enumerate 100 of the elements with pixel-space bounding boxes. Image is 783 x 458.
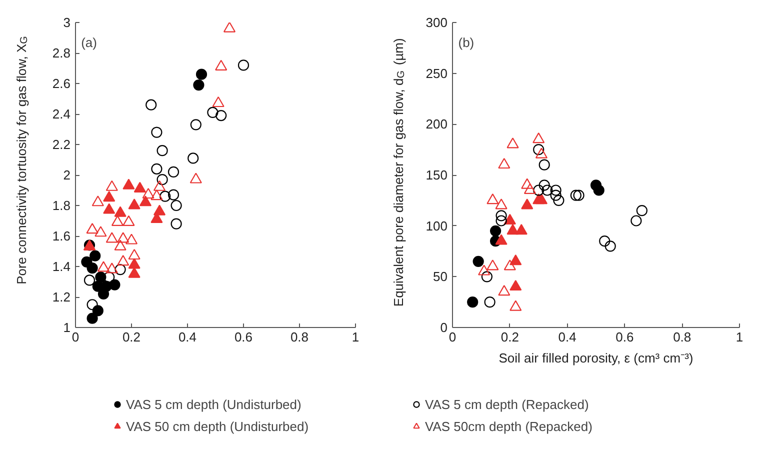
point (111, 215, 124, 226)
point (481, 271, 492, 282)
point (216, 110, 227, 122)
point (170, 218, 182, 230)
y-tick-label: 2 (63, 168, 71, 182)
point (533, 184, 544, 196)
point (86, 262, 98, 274)
point (533, 144, 544, 156)
point (495, 234, 508, 245)
x-tick-label: 0.8 (673, 330, 692, 344)
point (207, 106, 218, 118)
point (86, 223, 98, 234)
point (510, 300, 522, 311)
point (490, 225, 502, 236)
point (478, 264, 490, 276)
point (496, 210, 507, 222)
point (86, 312, 98, 324)
point (486, 194, 499, 204)
point (125, 234, 138, 244)
y-tick-label: 1 (63, 320, 71, 335)
point (190, 119, 202, 130)
point (103, 190, 116, 202)
point (521, 178, 534, 189)
point (122, 215, 135, 226)
y-tick-label: 2.4 (52, 106, 71, 122)
point (156, 174, 168, 186)
x-tick-label: 0.2 (500, 330, 519, 344)
point (498, 158, 510, 169)
y-tick-label: 1.4 (52, 259, 71, 274)
point (495, 198, 508, 210)
point (128, 248, 140, 260)
point (553, 194, 564, 206)
point (550, 184, 562, 196)
point (604, 240, 616, 252)
point (496, 215, 507, 226)
point (550, 190, 562, 201)
point (92, 196, 104, 206)
point (506, 138, 519, 148)
point (139, 196, 152, 206)
point (160, 190, 171, 202)
y-tick-label: 2.2 (52, 137, 71, 152)
point (151, 126, 162, 138)
point (109, 279, 120, 290)
legend-label: VAS 5 cm depth (Undisturbed) (126, 396, 302, 412)
point (215, 60, 228, 70)
point (168, 166, 180, 178)
point (636, 205, 648, 216)
y-tick-label: 2.8 (52, 46, 71, 60)
point (142, 188, 154, 199)
point (532, 132, 545, 144)
point (223, 22, 236, 32)
x-axis-title: Soil air filled porosity, ε (cm³ cm⁻³) (498, 350, 694, 366)
point (128, 198, 140, 210)
point (190, 172, 202, 184)
point (521, 198, 534, 210)
point (524, 183, 536, 194)
point (238, 60, 250, 71)
point (114, 240, 126, 250)
point (122, 178, 135, 190)
point (599, 236, 610, 247)
point (472, 256, 484, 267)
point (196, 68, 208, 80)
x-tick-label: 0.6 (616, 330, 634, 344)
point (538, 159, 550, 170)
point (535, 148, 548, 158)
y-tick-label: 200 (426, 116, 448, 132)
point (84, 274, 96, 286)
point (515, 224, 528, 235)
y-tick-label: 1.2 (52, 290, 71, 304)
point (498, 285, 510, 296)
point (510, 280, 522, 291)
y-tick-label: 0 (440, 320, 448, 335)
point (212, 96, 224, 108)
annotation: (b) (458, 34, 474, 50)
point (94, 226, 107, 237)
x-tick-label: 1 (736, 330, 744, 344)
point (150, 189, 163, 200)
point (114, 206, 126, 217)
point (510, 254, 522, 266)
point (153, 180, 166, 191)
y-tick-label: 100 (426, 218, 448, 234)
point (134, 182, 146, 192)
point (146, 99, 157, 110)
point (128, 267, 140, 278)
x-tick-label: 0.8 (290, 330, 309, 344)
point (170, 200, 182, 212)
point (106, 262, 118, 274)
point (168, 189, 180, 200)
legend-label: VAS 50 cm depth (Undisturbed) (126, 418, 309, 434)
y-tick-label: 3 (63, 15, 71, 30)
point (117, 255, 130, 266)
point (106, 180, 118, 191)
y-tick-label: 300 (426, 15, 448, 30)
point (630, 215, 642, 226)
point (128, 258, 140, 269)
x-tick-label: 0.6 (234, 330, 253, 344)
point (86, 299, 98, 310)
point (103, 203, 116, 214)
y-tick-label: 50 (433, 269, 448, 284)
point (90, 250, 101, 262)
